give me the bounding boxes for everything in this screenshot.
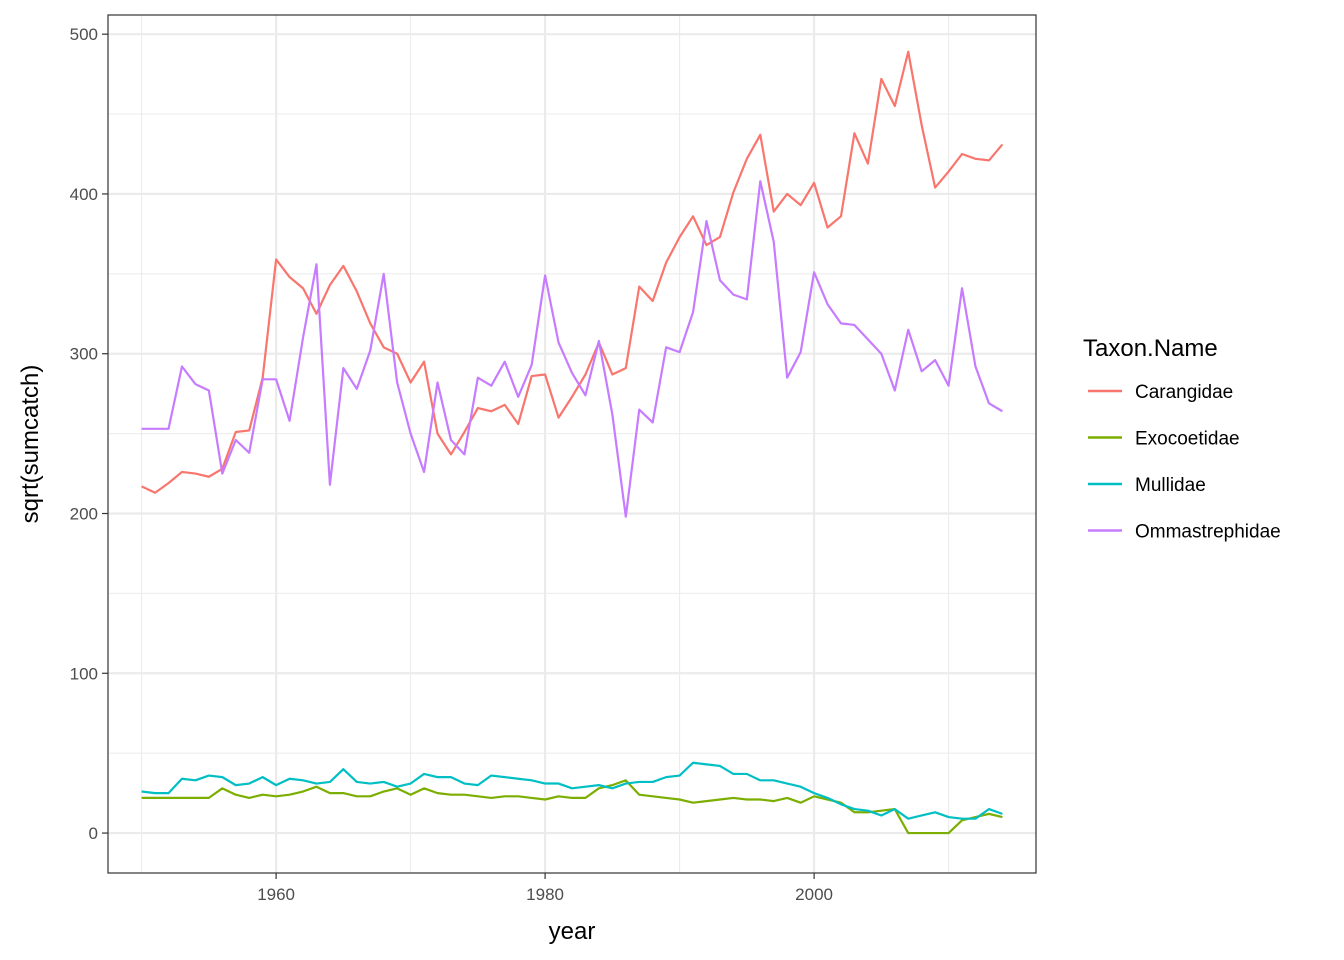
axis-ticks <box>102 33 815 879</box>
y-tick-label: 200 <box>70 505 98 524</box>
legend-label-exocoetidae: Exocoetidae <box>1135 429 1240 450</box>
legend-items: Carangidae Exocoetidae Mullidae Ommastrephi… <box>1088 382 1281 543</box>
series-line-ommastrephidae <box>141 180 1003 518</box>
axis-tick-labels: 1960 1980 2000 0 100 200 300 400 500 <box>70 25 833 904</box>
y-tick-label: 100 <box>70 664 98 683</box>
minor-gridlines <box>108 15 1036 873</box>
legend-title: Taxon.Name <box>1083 335 1218 362</box>
major-gridlines <box>108 15 1036 873</box>
series-lines <box>141 50 1004 835</box>
y-tick-label: 400 <box>70 185 98 204</box>
x-axis-title: year <box>549 918 596 945</box>
x-tick-label: 1960 <box>257 885 295 904</box>
panel-background <box>108 15 1036 873</box>
x-tick-label: 2000 <box>795 885 833 904</box>
series-line-exocoetidae <box>141 779 1003 835</box>
y-axis-title: sqrt(sumcatch) <box>17 365 44 524</box>
legend-label-ommastrephidae: Ommastrephidae <box>1135 522 1281 543</box>
legend-label-carangidae: Carangidae <box>1135 382 1233 403</box>
legend: Taxon.Name Carangidae Exocoetidae Mullidae… <box>1083 335 1281 543</box>
series-line-mullidae <box>141 761 1003 820</box>
y-tick-label: 500 <box>70 25 98 44</box>
legend-label-mullidae: Mullidae <box>1135 475 1206 496</box>
panel-border <box>107 14 1037 874</box>
series-line-carangidae <box>141 50 1004 494</box>
y-tick-label: 300 <box>70 345 98 364</box>
x-tick-label: 1980 <box>526 885 564 904</box>
y-tick-label: 0 <box>89 824 98 843</box>
